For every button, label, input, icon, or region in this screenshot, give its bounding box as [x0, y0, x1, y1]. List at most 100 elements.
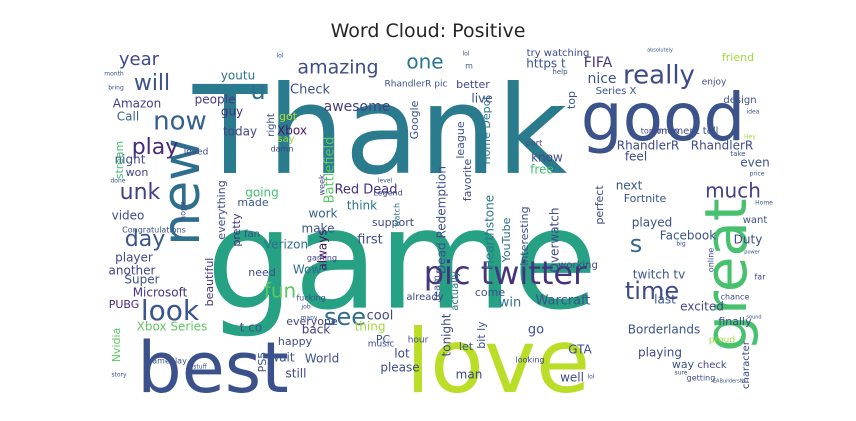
word-check: check — [697, 360, 726, 371]
word-good: good — [581, 79, 746, 156]
word-music: music — [368, 340, 395, 350]
word-year: year — [119, 49, 160, 70]
word-fifa: FIFA — [584, 55, 613, 71]
word-happy: happy — [278, 335, 313, 348]
word-ps5: PS5 — [256, 352, 269, 373]
word-everything: everything — [215, 180, 228, 239]
word-warcraft: Warcraft — [536, 294, 591, 309]
word-sound: sound — [746, 315, 761, 321]
word-awesome: awesome — [324, 99, 391, 115]
word-lot: lot — [394, 347, 410, 361]
word-fun: fun — [264, 279, 296, 303]
word-month: month — [104, 71, 124, 78]
word-loved: loved — [184, 148, 209, 158]
word-everyone: everyone — [286, 315, 338, 328]
word-verizon: Verizon — [264, 238, 308, 252]
word-proud: proud — [709, 336, 735, 346]
word-know: know — [531, 151, 563, 165]
word-even: even — [740, 156, 769, 170]
word-home-depot: Home Depot — [480, 95, 493, 165]
word-google: Google — [408, 100, 421, 139]
word-win: win — [499, 296, 521, 311]
word-won: won — [126, 166, 149, 179]
word-need: need — [248, 266, 276, 279]
word-help: help — [552, 68, 568, 76]
word-work: work — [308, 207, 337, 221]
word-player: player — [115, 251, 153, 265]
word-got: got — [279, 110, 298, 123]
word-sure: sure — [675, 370, 688, 377]
word-time: time — [625, 277, 679, 305]
word-actually: actually — [450, 271, 461, 311]
word-design: design — [723, 95, 756, 106]
word-make: make — [302, 222, 335, 236]
word-say: say — [277, 134, 294, 145]
word-fucking: fucking — [296, 294, 325, 303]
word-eabuildersnfl: EABuildersNFL — [713, 379, 749, 385]
word-way: way — [672, 358, 695, 371]
word-league: league — [454, 121, 467, 159]
word-watch: watch — [393, 203, 402, 227]
word-try-watching: try watching — [527, 48, 590, 59]
word-nice: nice — [587, 71, 616, 87]
word-microsoft: Microsoft — [133, 286, 188, 300]
word-favorite: favorite — [461, 159, 474, 202]
word-battlefield: Battlefield — [323, 137, 338, 204]
word-super: Super — [124, 273, 159, 287]
word-game: game — [206, 180, 598, 341]
word-price: price — [750, 171, 765, 178]
word-people: people — [195, 93, 236, 107]
word-look: look — [141, 294, 200, 327]
word-day: day — [125, 227, 165, 252]
word-great: great — [692, 198, 760, 351]
word-see: see — [324, 303, 366, 331]
word-gameplay: gameplay — [147, 357, 187, 366]
word-rhandlerr: RhandlerR — [617, 139, 680, 153]
word-rhandlerr: RhandlerR — [691, 139, 754, 153]
word-support: support — [372, 216, 415, 229]
word-overwatch: Overwatch — [548, 208, 562, 273]
word-borderlands: Borderlands — [628, 323, 700, 337]
word-best: best — [137, 327, 288, 409]
word-far: far — [754, 273, 766, 282]
word-youtube: YouTube — [500, 217, 513, 263]
word-hey: Hey — [744, 134, 756, 141]
word-bring: bring — [108, 85, 124, 92]
word-online: online — [707, 248, 716, 272]
word-amazon: Amazon — [113, 97, 162, 111]
word-hour: hour — [408, 336, 429, 346]
word-really: really — [623, 61, 695, 91]
word-story: story — [111, 372, 127, 379]
word-tonight: tonight — [440, 313, 454, 356]
word-damn: damn — [271, 145, 294, 154]
word-facebook: Facebook — [660, 229, 716, 243]
word-pubg: PUBG — [109, 298, 140, 311]
word-bit-ly: bit ly — [475, 321, 488, 349]
word-beautiful: beautiful — [203, 258, 216, 307]
word-series-x: Series X — [596, 86, 637, 97]
word-t-co: t co — [240, 321, 262, 335]
word-idea: idea — [747, 109, 760, 116]
word-xbox-series: Xbox Series — [137, 320, 208, 334]
word-night: night — [115, 153, 146, 167]
word-pc: PC — [376, 333, 391, 346]
word-working: working — [558, 260, 598, 271]
word-perfect: perfect — [593, 185, 606, 225]
word-week: week — [318, 174, 327, 195]
word-take: take — [730, 150, 745, 158]
chart-title: Word Cloud: Positive — [330, 20, 526, 42]
word-wait: wait — [269, 351, 295, 365]
word-will: will — [134, 71, 170, 96]
word-made: made — [237, 196, 268, 209]
word-pic-twitter: pic twitter — [424, 254, 587, 292]
word-right: right — [266, 113, 277, 137]
word-played: played — [632, 216, 672, 230]
word-free: free — [530, 163, 554, 177]
word-stream: stream — [113, 141, 126, 180]
word-cool: cool — [367, 309, 394, 324]
word-live: live — [471, 92, 492, 106]
word-much: much — [705, 179, 761, 203]
word-lol: lol — [276, 53, 283, 60]
word-call: Call — [117, 110, 139, 124]
word-want: want — [743, 215, 768, 226]
